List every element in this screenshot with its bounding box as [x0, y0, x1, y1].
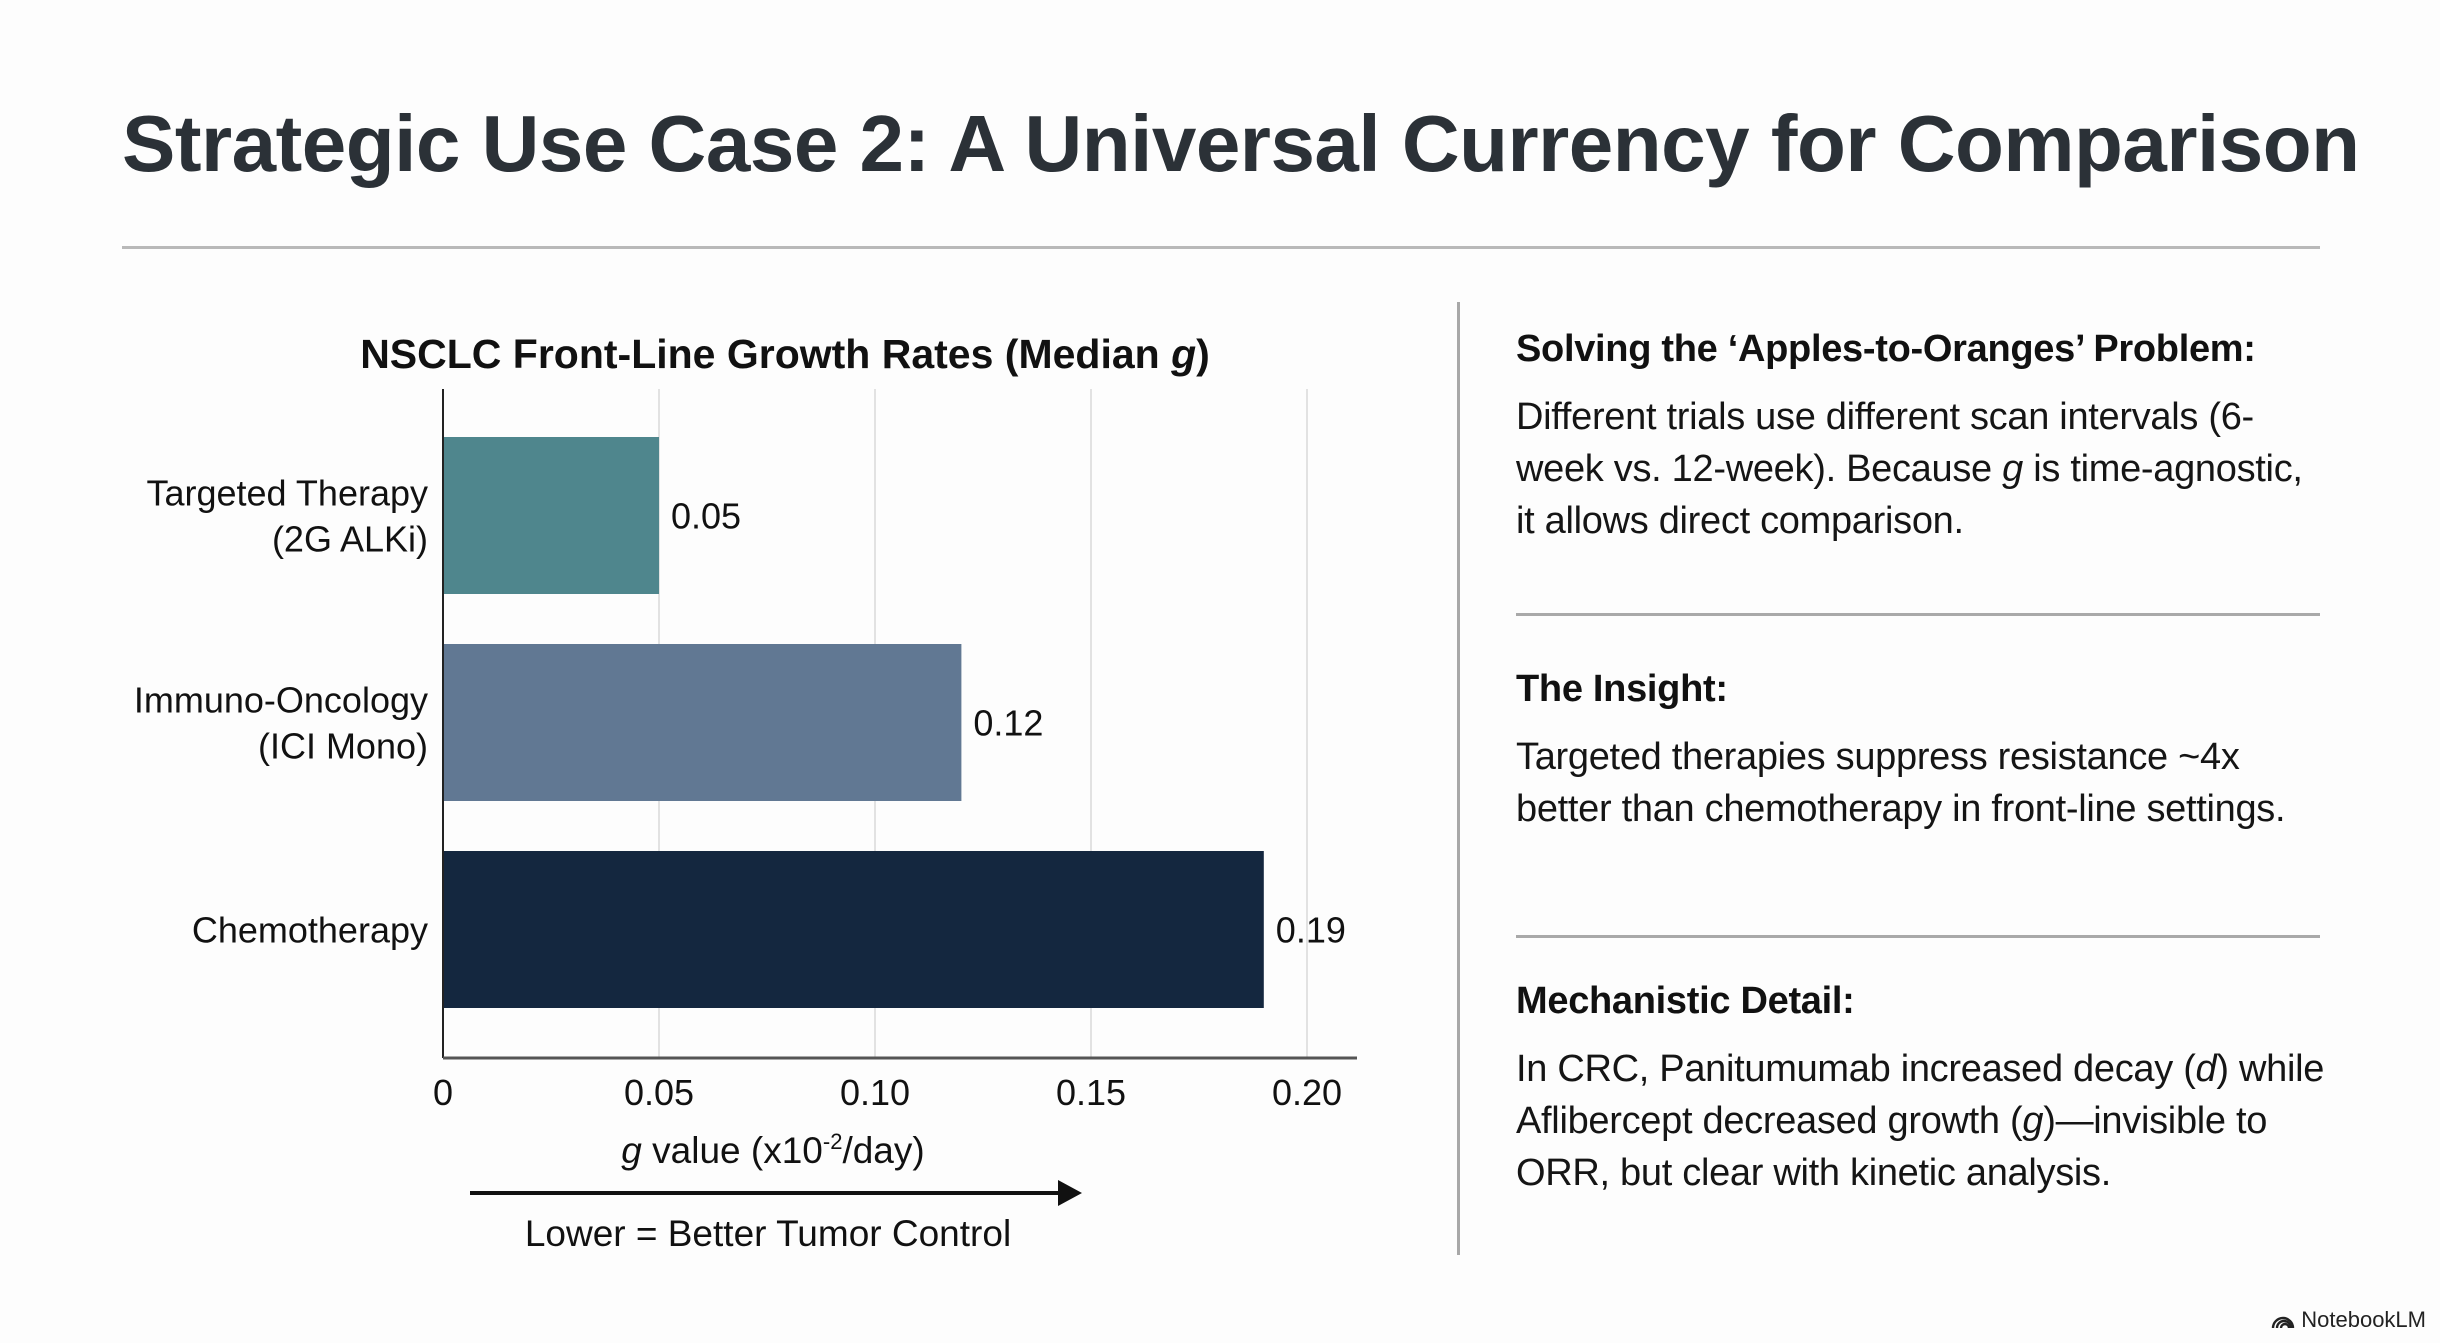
body-text: is time-agnostic, it allows direct compa…	[1516, 448, 2303, 542]
bar-value-label: 0.19	[1276, 910, 1346, 951]
x-tick-label: 0.15	[1056, 1072, 1126, 1113]
body-text: ) while Aflibercept decreased growth (	[1516, 1048, 2325, 1142]
bars	[443, 437, 1264, 1008]
category-label: Immuno-Oncology	[134, 680, 428, 721]
direction-arrow-icon	[470, 1180, 1082, 1206]
category-label-sub: (ICI Mono)	[258, 726, 428, 767]
title-divider	[122, 246, 2320, 249]
category-label-sub: (2G ALKi)	[272, 519, 428, 560]
section-heading: Mechanistic Detail:	[1516, 980, 1855, 1022]
section-mechanistic-detail: Mechanistic Detail: In CRC, Panitumumab …	[1516, 980, 2326, 1199]
body-text: )—invisible to ORR, but clear with kinet…	[1516, 1100, 2268, 1194]
x-tick-label: 0	[433, 1072, 453, 1113]
value-labels: 0.05 0.12 0.19	[671, 496, 1346, 951]
bar	[443, 437, 659, 594]
x-label-superscript: -2	[823, 1129, 843, 1154]
x-tick-labels: 0 0.05 0.10 0.15 0.20	[433, 1072, 1342, 1113]
brand-watermark: NotebookLM	[2271, 1307, 2426, 1333]
section-insight: The Insight: Targeted therapies suppress…	[1516, 668, 2326, 835]
section-heading: The Insight:	[1516, 668, 1728, 710]
body-italic: g	[2022, 1100, 2044, 1142]
chart-annotation: Lower = Better Tumor Control	[525, 1213, 1011, 1254]
x-tick-label: 0.20	[1272, 1072, 1342, 1113]
body-italic: g	[2002, 448, 2023, 490]
chart-title-italic: g	[1170, 331, 1196, 377]
chart-title: NSCLC Front-Line Growth Rates (Median g)	[360, 331, 1210, 377]
body-italic: d	[2195, 1048, 2217, 1090]
section-apples-to-oranges: Solving the ‘Apples-to-Oranges’ Problem:…	[1516, 328, 2326, 547]
category-label: Targeted Therapy	[146, 473, 428, 514]
x-label-suffix: /day)	[842, 1130, 924, 1171]
category-labels: Targeted Therapy (2G ALKi) Immuno-Oncology…	[134, 473, 428, 951]
slide-title: Strategic Use Case 2: A Universal Curren…	[122, 99, 2360, 188]
bar	[443, 851, 1264, 1008]
section-body: Different trials use different scan inte…	[1516, 391, 2326, 547]
section-divider	[1516, 613, 2320, 616]
chart-title-suffix: )	[1196, 331, 1210, 377]
brand-name: NotebookLM	[2301, 1307, 2426, 1332]
panel-divider	[1457, 302, 1460, 1255]
x-axis-label: g value (x10-2/day)	[621, 1129, 924, 1171]
notebooklm-logo-icon	[2272, 1316, 2295, 1329]
chart-title-text: NSCLC Front-Line Growth Rates (Median	[360, 331, 1171, 377]
bar	[443, 644, 962, 801]
body-text: Different trials use different scan inte…	[1516, 396, 2254, 490]
section-body: Targeted therapies suppress resistance ~…	[1516, 736, 2286, 830]
bar-value-label: 0.05	[671, 496, 741, 537]
x-label-main: value (x10	[642, 1130, 823, 1171]
category-label: Chemotherapy	[192, 910, 428, 951]
x-tick-label: 0.10	[840, 1072, 910, 1113]
body-text: In CRC, Panitumumab increased decay (	[1516, 1048, 2196, 1090]
section-heading: Solving the ‘Apples-to-Oranges’ Problem:	[1516, 328, 2256, 370]
section-body: In CRC, Panitumumab increased decay (d) …	[1516, 1043, 2326, 1199]
growth-rate-chart: NSCLC Front-Line Growth Rates (Median g)…	[134, 331, 1357, 1254]
section-divider	[1516, 935, 2320, 938]
x-label-italic: g	[621, 1130, 642, 1171]
x-tick-label: 0.05	[624, 1072, 694, 1113]
bar-value-label: 0.12	[973, 703, 1043, 744]
